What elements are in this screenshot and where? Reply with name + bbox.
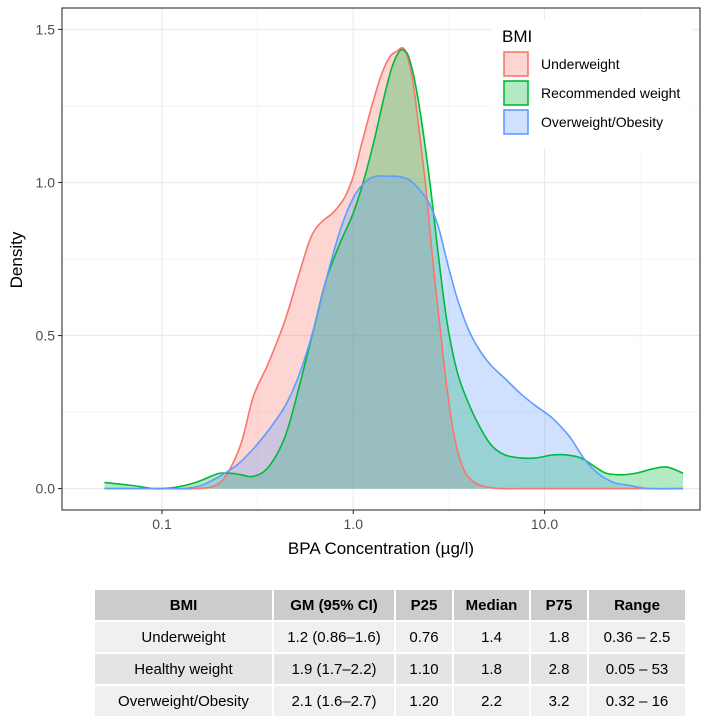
header-median: Median: [454, 590, 529, 620]
legend-key-underweight: [503, 51, 529, 77]
header-bmi: BMI: [95, 590, 272, 620]
y-axis: 0.0 0.5 1.0 1.5: [36, 21, 62, 497]
cell-bmi: Underweight: [95, 622, 272, 652]
header-p25: P25: [396, 590, 452, 620]
cell-median: 2.2: [454, 686, 529, 716]
cell-p25: 1.10: [396, 654, 452, 684]
density-area-recommended-weight: [104, 49, 684, 489]
cell-range: 0.32 – 16: [589, 686, 685, 716]
legend-key-background: [503, 80, 529, 106]
summary-statistics-table: BMI GM (95% CI) P25 Median P75 Range Und…: [93, 588, 687, 718]
y-tick-label: 0.5: [36, 328, 56, 344]
cell-bmi: Healthy weight: [95, 654, 272, 684]
density-area-overweight-obesity: [104, 175, 684, 489]
cell-median: 1.4: [454, 622, 529, 652]
cell-range: 0.36 – 2.5: [589, 622, 685, 652]
header-gm-ci: GM (95% CI): [274, 590, 394, 620]
density-chart: 0.1 1.0 10.0 0.0 0.5 1.0 1.5 BPA Concentratio…: [7, 7, 701, 558]
cell-median: 1.8: [454, 654, 529, 684]
density-line-overweight-obesity: [104, 175, 684, 490]
cell-gm-ci: 1.9 (1.7–2.2): [274, 654, 394, 684]
table-row: Healthy weight 1.9 (1.7–2.2) 1.10 1.8 2.…: [95, 654, 685, 684]
header-p75: P75: [531, 590, 587, 620]
plot-panel-border: [61, 7, 701, 511]
x-axis: 0.1 1.0 10.0: [152, 510, 558, 532]
legend-key-recommended-weight: [503, 80, 529, 106]
legend-label-overweight-obesity: Overweight/Obesity: [541, 114, 663, 130]
x-tick-label: 10.0: [531, 516, 558, 532]
x-tick-label: 0.1: [152, 516, 172, 532]
legend: BMI Underweight Recommended weight Overwei…: [492, 20, 692, 148]
x-tick-label: 1.0: [344, 516, 364, 532]
density-line-underweight: [104, 46, 684, 490]
table-row: Overweight/Obesity 2.1 (1.6–2.7) 1.20 2.…: [95, 686, 685, 716]
legend-key-background: [503, 109, 529, 135]
cell-gm-ci: 2.1 (1.6–2.7): [274, 686, 394, 716]
header-range: Range: [589, 590, 685, 620]
cell-range: 0.05 – 53: [589, 654, 685, 684]
table-header-row: BMI GM (95% CI) P25 Median P75 Range: [95, 590, 685, 620]
density-areas: [104, 47, 684, 489]
density-line-recommended-weight: [104, 48, 684, 490]
y-tick-label: 1.5: [36, 21, 56, 37]
cell-p25: 1.20: [396, 686, 452, 716]
cell-p25: 0.76: [396, 622, 452, 652]
legend-label-underweight: Underweight: [541, 56, 620, 72]
y-tick-label: 0.0: [36, 481, 56, 497]
cell-p75: 2.8: [531, 654, 587, 684]
y-tick-label: 1.0: [36, 174, 56, 190]
x-axis-title: BPA Concentration (µg/l): [288, 539, 474, 558]
cell-bmi: Overweight/Obesity: [95, 686, 272, 716]
legend-key-background: [503, 51, 529, 77]
legend-title: BMI: [502, 27, 532, 46]
y-axis-title: Density: [7, 231, 26, 288]
density-lines: [104, 46, 684, 490]
cell-p75: 1.8: [531, 622, 587, 652]
table-row: Underweight 1.2 (0.86–1.6) 0.76 1.4 1.8 …: [95, 622, 685, 652]
legend-key-overweight-obesity: [503, 109, 529, 135]
legend-label-recommended-weight: Recommended weight: [541, 85, 680, 101]
density-area-underweight: [104, 47, 684, 489]
cell-gm-ci: 1.2 (0.86–1.6): [274, 622, 394, 652]
cell-p75: 3.2: [531, 686, 587, 716]
